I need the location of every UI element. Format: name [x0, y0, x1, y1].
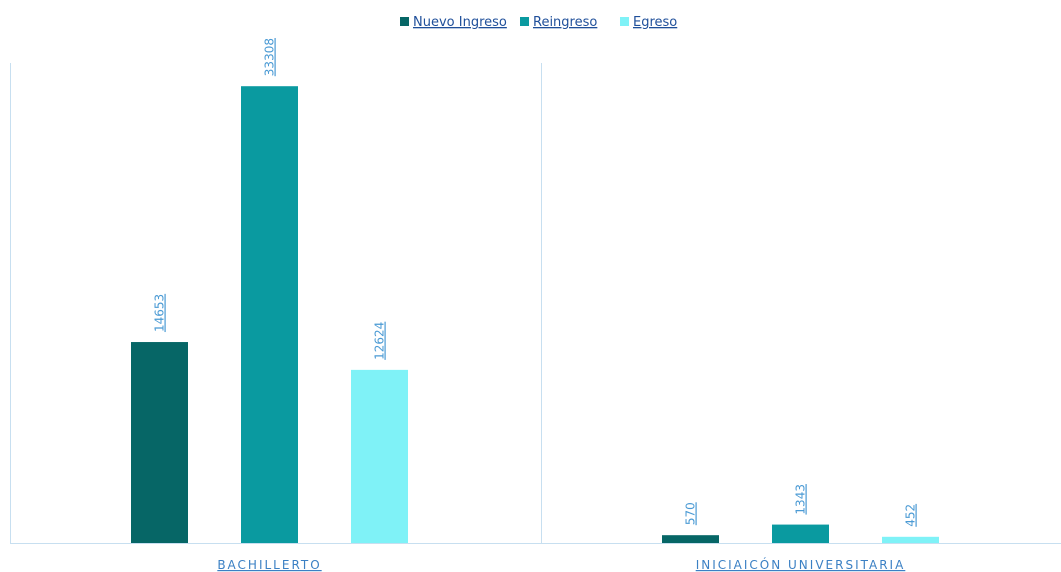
legend-label: Nuevo Ingreso: [413, 15, 507, 30]
x-tick-label: BACHILLERTO: [217, 558, 321, 572]
bar: [662, 535, 719, 543]
data-label: 1343: [794, 484, 808, 515]
data-label: 33308: [263, 38, 277, 76]
data-label: 14653: [153, 294, 167, 332]
legend-swatch: [400, 17, 409, 26]
bar: [131, 342, 188, 543]
x-tick-label: INICIAICÓN UNIVERSITARIA: [696, 557, 906, 572]
legend-swatch: [520, 17, 529, 26]
bar: [772, 524, 829, 543]
bar: [351, 369, 408, 543]
legend-label: Reingreso: [533, 15, 597, 30]
bar: [241, 86, 298, 543]
bar: [882, 536, 939, 543]
data-label: 570: [684, 502, 698, 525]
legend-label: Egreso: [633, 15, 677, 30]
data-label: 452: [904, 504, 918, 527]
legend-swatch: [620, 17, 629, 26]
data-label: 12624: [373, 322, 387, 360]
